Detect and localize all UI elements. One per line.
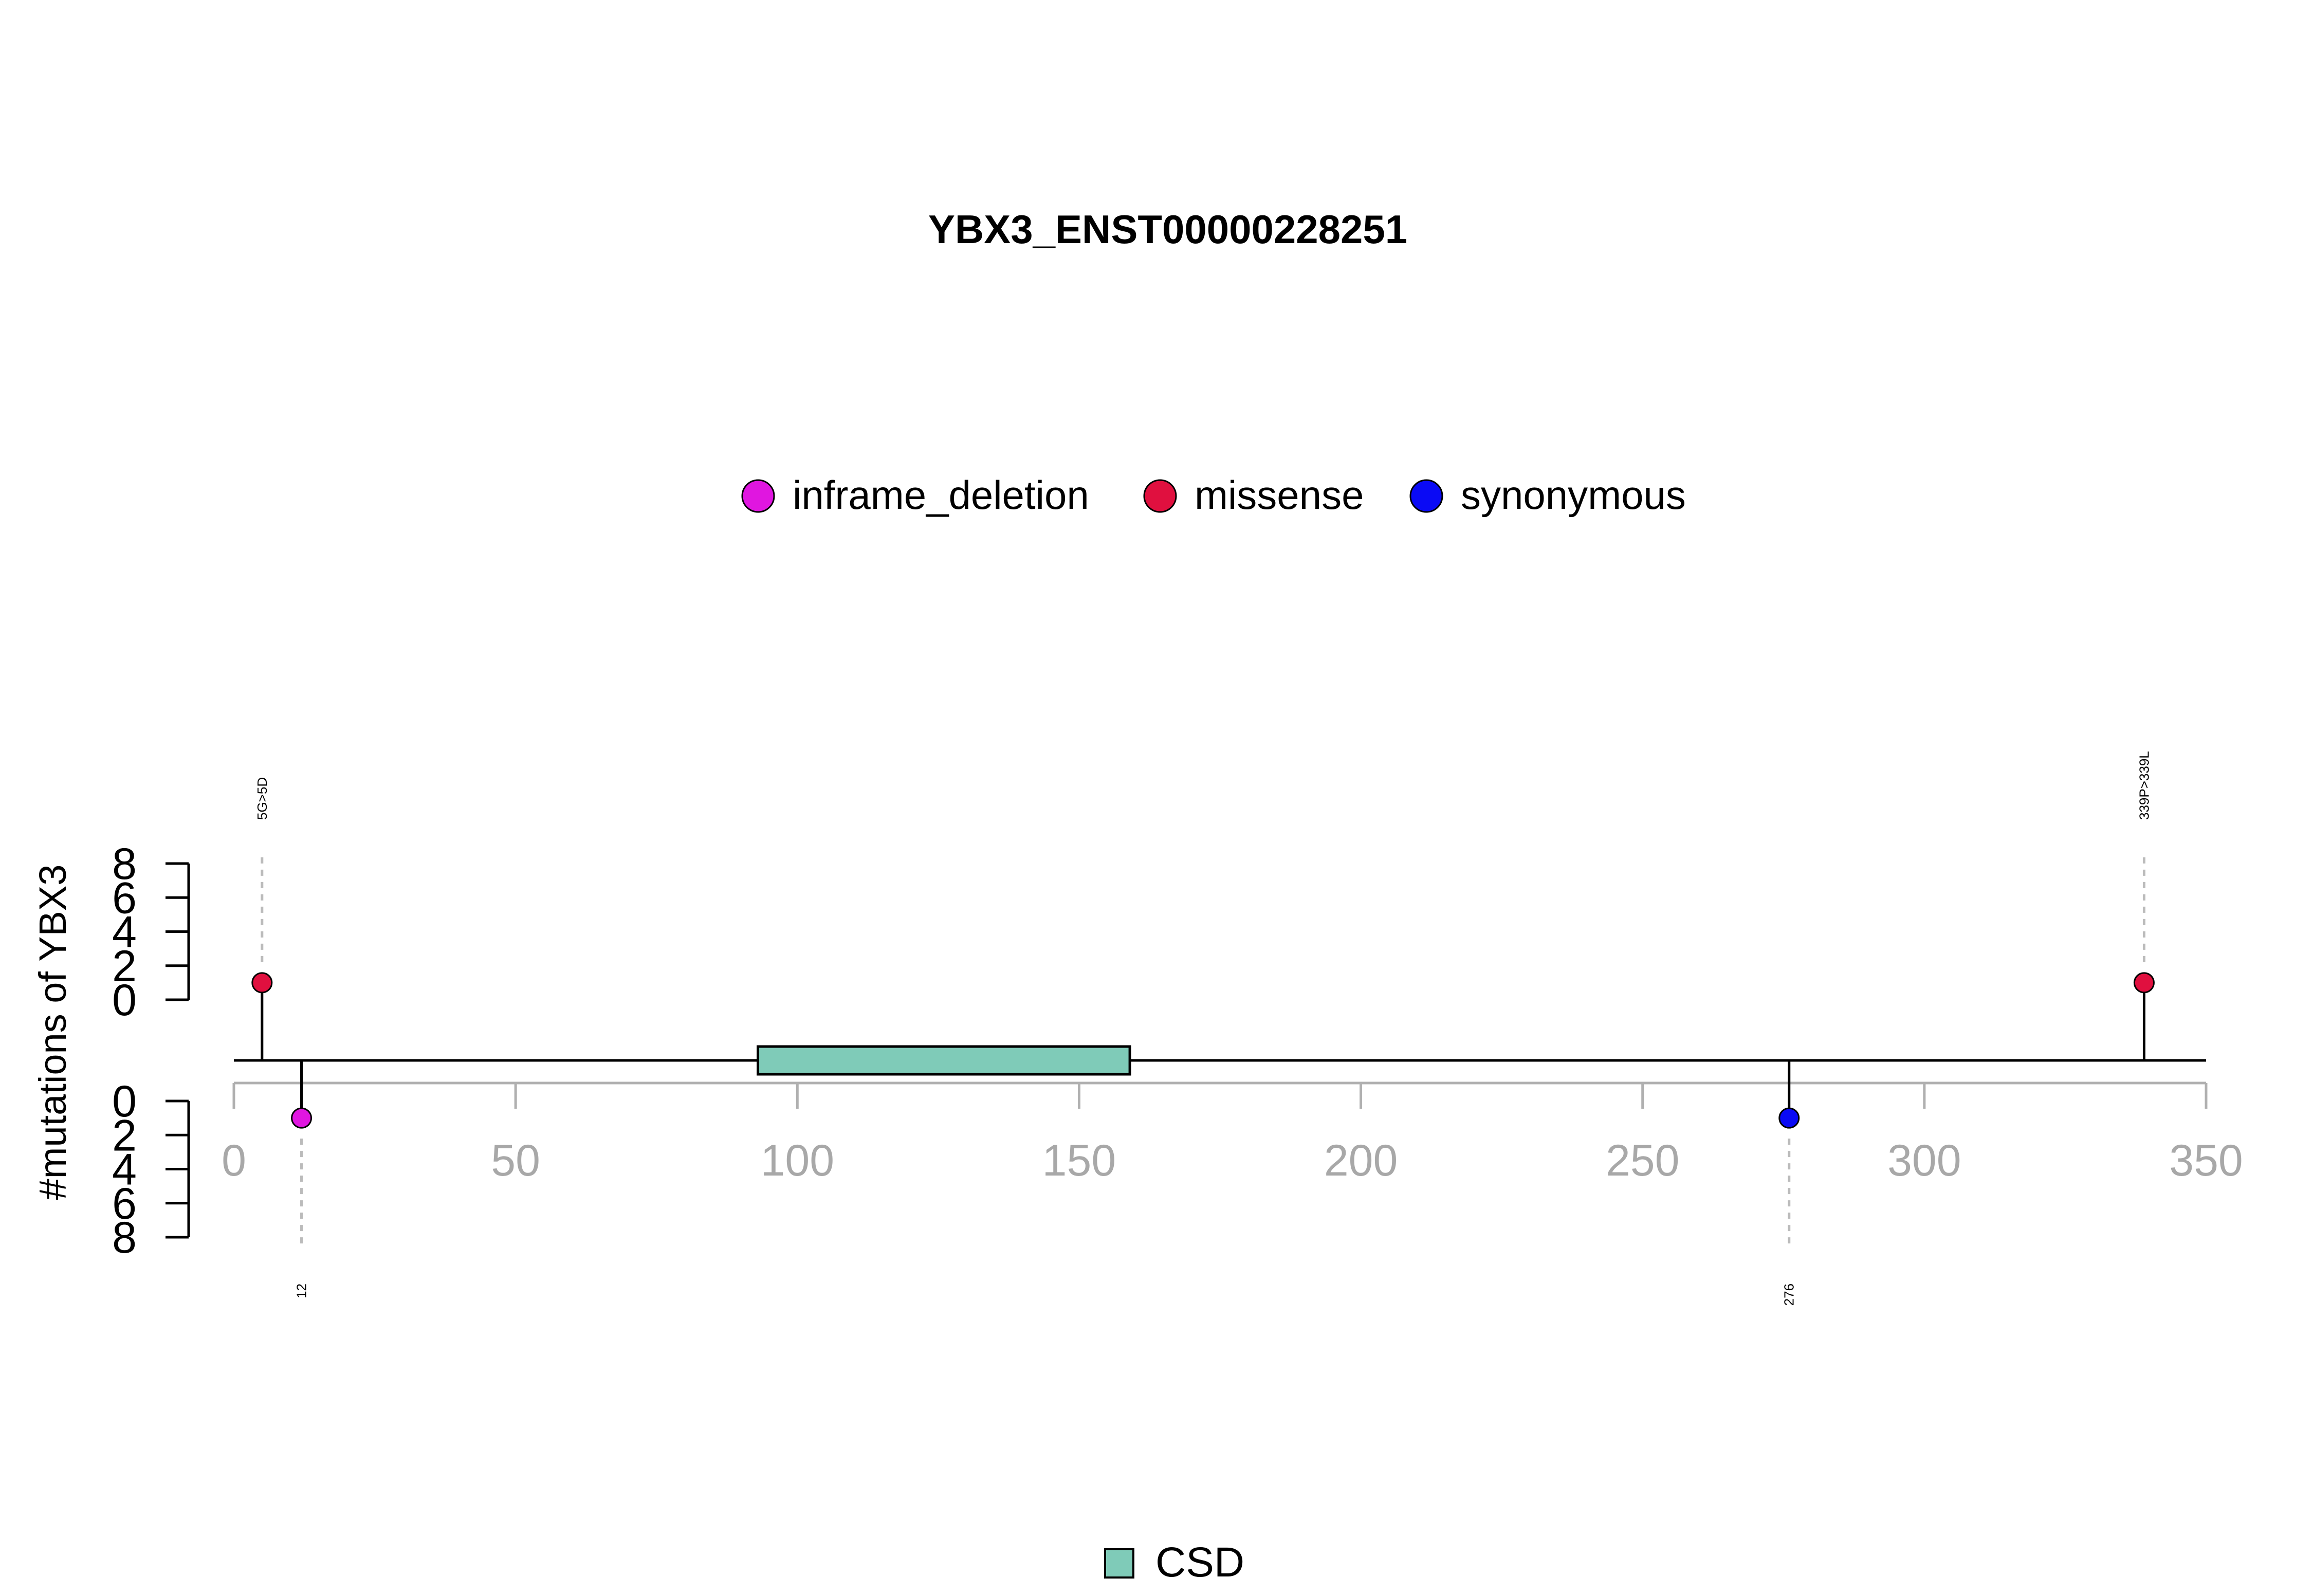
legend-marker-inframe-deletion	[741, 479, 775, 513]
top-y-tick-label-6: 6	[112, 873, 137, 923]
mutation-point-276	[1778, 1107, 1800, 1129]
top-y-tick-label-2: 2	[112, 942, 137, 991]
legend-marker-synonymous	[1409, 479, 1443, 513]
legend-marker-missense	[1143, 479, 1177, 513]
top-y-tick-label-4: 4	[112, 908, 137, 957]
mutation-point-5	[251, 972, 273, 994]
x-tick-label-250: 250	[1606, 1136, 1680, 1185]
top-y-tick-label-8: 8	[112, 839, 137, 889]
bottom-y-tick-label-0: 0	[112, 1077, 137, 1126]
mutation-label-5: 5G>5D	[254, 777, 270, 820]
domain-legend-swatch-csd	[1104, 1548, 1134, 1579]
domain-legend-label-csd: CSD	[1155, 1539, 1244, 1586]
mutation-label-276: 276	[1782, 1283, 1797, 1306]
y-axis-label: #mutations of YBX3	[31, 865, 74, 1200]
bottom-y-tick-label-2: 2	[112, 1111, 137, 1160]
domain-legend: CSD	[1104, 1539, 1244, 1586]
legend-label-inframe-deletion: inframe_deletion	[793, 472, 1089, 518]
x-tick-label-100: 100	[761, 1136, 835, 1185]
mutation-point-12	[291, 1107, 313, 1129]
bottom-y-tick-label-6: 6	[112, 1179, 137, 1228]
x-tick-label-150: 150	[1042, 1136, 1116, 1185]
x-tick-label-200: 200	[1324, 1136, 1398, 1185]
protein-backbone	[234, 1045, 2206, 1076]
x-tick-label-300: 300	[1887, 1136, 1961, 1185]
mutation-label-12: 12	[294, 1283, 309, 1298]
chart-title: YBX3_ENST00000228251	[928, 207, 1407, 252]
x-tick-label-0: 0	[222, 1136, 246, 1185]
legend-label-missense: missense	[1195, 472, 1364, 518]
mutation-lollipops: 5G>5D 12 276 339P>339L	[251, 751, 2155, 1306]
domain-csd	[757, 1045, 1131, 1076]
x-tick-label-50: 50	[491, 1136, 540, 1185]
mutation-point-339	[2133, 972, 2155, 994]
bottom-y-tick-label-4: 4	[112, 1145, 137, 1195]
mutation-label-339: 339P>339L	[2136, 751, 2152, 820]
top-y-tick-label-0: 0	[112, 976, 137, 1025]
mutation-type-legend: inframe_deletion missense synonymous	[741, 472, 1686, 518]
bottom-y-tick-label-8: 8	[112, 1213, 137, 1262]
legend-label-synonymous: synonymous	[1461, 472, 1686, 518]
x-tick-label-350: 350	[2169, 1136, 2243, 1185]
